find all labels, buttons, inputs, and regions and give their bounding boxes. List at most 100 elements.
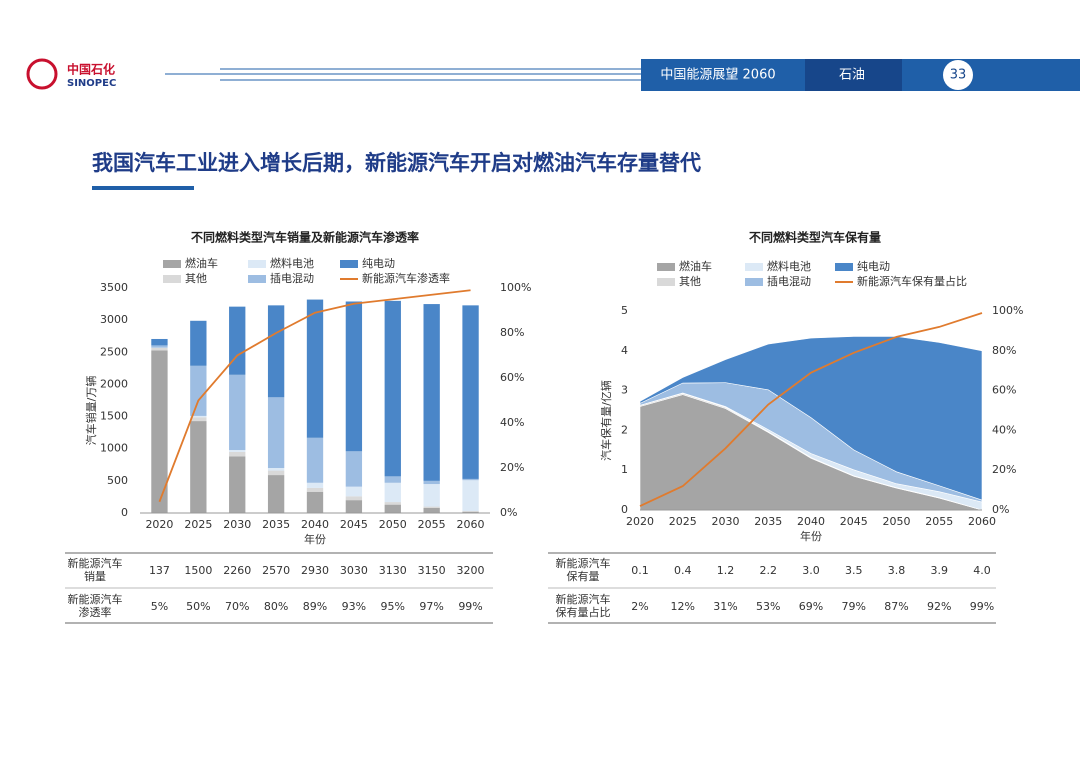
legend-label: 燃料电池 (767, 259, 811, 273)
bar-segment (384, 482, 401, 503)
bar-segment (306, 299, 324, 438)
legend-label: 燃油车 (185, 256, 218, 270)
legend-swatch (248, 260, 266, 268)
y-tick-label: 2500 (100, 345, 128, 358)
bar-segment (190, 365, 207, 416)
bar-segment (423, 304, 440, 481)
table-cell: 3.9 (930, 563, 949, 577)
x-tick-label: 2045 (340, 518, 368, 531)
y-tick-label: 500 (107, 474, 128, 487)
bar-segment (462, 480, 479, 512)
table-cell: 2930 (301, 563, 329, 577)
y-axis-label: 汽车销量/万辆 (84, 376, 98, 446)
x-tick-label: 2050 (883, 515, 911, 528)
page-badge (943, 60, 973, 90)
chart-title: 不同燃料类型汽车保有量 (749, 230, 881, 245)
bar-segment (267, 397, 285, 468)
bar-segment (229, 306, 246, 375)
bar-segment (462, 305, 479, 479)
table-cell: 3.5 (845, 563, 863, 577)
table-cell: 3.8 (887, 563, 906, 577)
table-cell: 79% (841, 599, 866, 613)
table-cell: 99% (969, 599, 995, 613)
table-cell: 1500 (184, 563, 213, 577)
legend-label: 新能源汽车渗透率 (362, 271, 450, 285)
y2-tick-label: 40% (992, 423, 1016, 436)
bar-segment (345, 496, 363, 501)
bar-segment (151, 345, 168, 348)
bar-segment (151, 347, 168, 351)
table-cell: 2% (631, 599, 649, 613)
table-cell: 80% (263, 599, 289, 613)
bar-segment (267, 468, 285, 471)
y-axis-label: 汽车保有量/亿辆 (599, 380, 613, 461)
table-cell: 99% (458, 599, 483, 613)
table-cell: 3150 (417, 563, 446, 577)
bar-segment (384, 300, 401, 477)
table-cell: 3030 (339, 563, 368, 577)
table-cell: 12% (670, 599, 695, 613)
table-cell: 70% (224, 599, 250, 613)
bar-segment (423, 507, 440, 513)
y-tick-label: 5 (621, 304, 628, 317)
y2-tick-label: 80% (500, 326, 524, 339)
y-tick-label: 2000 (100, 377, 128, 390)
bar-segment (423, 506, 440, 508)
legend-label: 纯电动 (857, 260, 890, 273)
line (158, 289, 471, 503)
bar-segment (229, 450, 246, 452)
table-cell: 2.2 (759, 563, 778, 577)
row-label: 新能源汽车渗透率 (67, 593, 123, 619)
table-cell: 31% (713, 599, 738, 613)
table-cell: 69% (798, 599, 824, 613)
bar-segment (384, 502, 401, 505)
bar-segment (267, 305, 285, 398)
table-cell: 87% (884, 599, 909, 613)
y2-tick-label: 0% (992, 503, 1009, 516)
bar-segment (306, 482, 324, 488)
x-tick-label: 2030 (712, 515, 740, 528)
banner-section (805, 59, 902, 91)
y2-tick-label: 20% (500, 461, 524, 474)
bar-segment (423, 484, 440, 507)
logo-cn: 中国石化 (67, 62, 115, 77)
table-cell: 3.0 (802, 563, 820, 577)
legend-swatch (657, 263, 675, 271)
y2-tick-label: 0% (500, 506, 517, 519)
bar-segment (423, 480, 440, 485)
y-tick-label: 1500 (100, 410, 128, 423)
y-tick-label: 1000 (100, 442, 128, 455)
legend-swatch (745, 278, 763, 286)
table-cell: 3200 (456, 563, 485, 577)
x-tick-label: 2055 (418, 518, 446, 531)
bar-segment (190, 320, 207, 366)
bar-segment (229, 456, 246, 513)
bar-segment (384, 476, 401, 483)
y2-tick-label: 80% (992, 344, 1016, 357)
x-tick-label: 2050 (379, 518, 407, 531)
legend-label: 燃料电池 (270, 256, 314, 270)
title-underline (92, 186, 194, 190)
bar-segment (462, 511, 479, 513)
y-tick-label: 0 (121, 506, 128, 519)
table-cell: 97% (419, 599, 444, 613)
bar-segment (151, 350, 168, 513)
x-tick-label: 2035 (262, 518, 290, 531)
bar-segment (345, 500, 363, 513)
legend-swatch (248, 275, 266, 283)
row-label: 新能源汽车保有量占比 (555, 593, 611, 619)
row-label: 新能源汽车保有量 (555, 557, 611, 583)
y-tick-label: 4 (621, 344, 628, 357)
bar-segment (345, 486, 363, 497)
x-tick-label: 2030 (223, 518, 251, 531)
bar-segment (306, 487, 324, 492)
bar-segment (190, 417, 207, 422)
table-cell: 4.0 (973, 563, 991, 577)
legend-label: 纯电动 (362, 257, 395, 270)
legend-label: 燃油车 (679, 259, 712, 273)
bar-segment (229, 374, 246, 450)
page-number: 33 (950, 68, 967, 83)
table-cell: 50% (186, 599, 211, 613)
bar-segment (345, 451, 363, 487)
